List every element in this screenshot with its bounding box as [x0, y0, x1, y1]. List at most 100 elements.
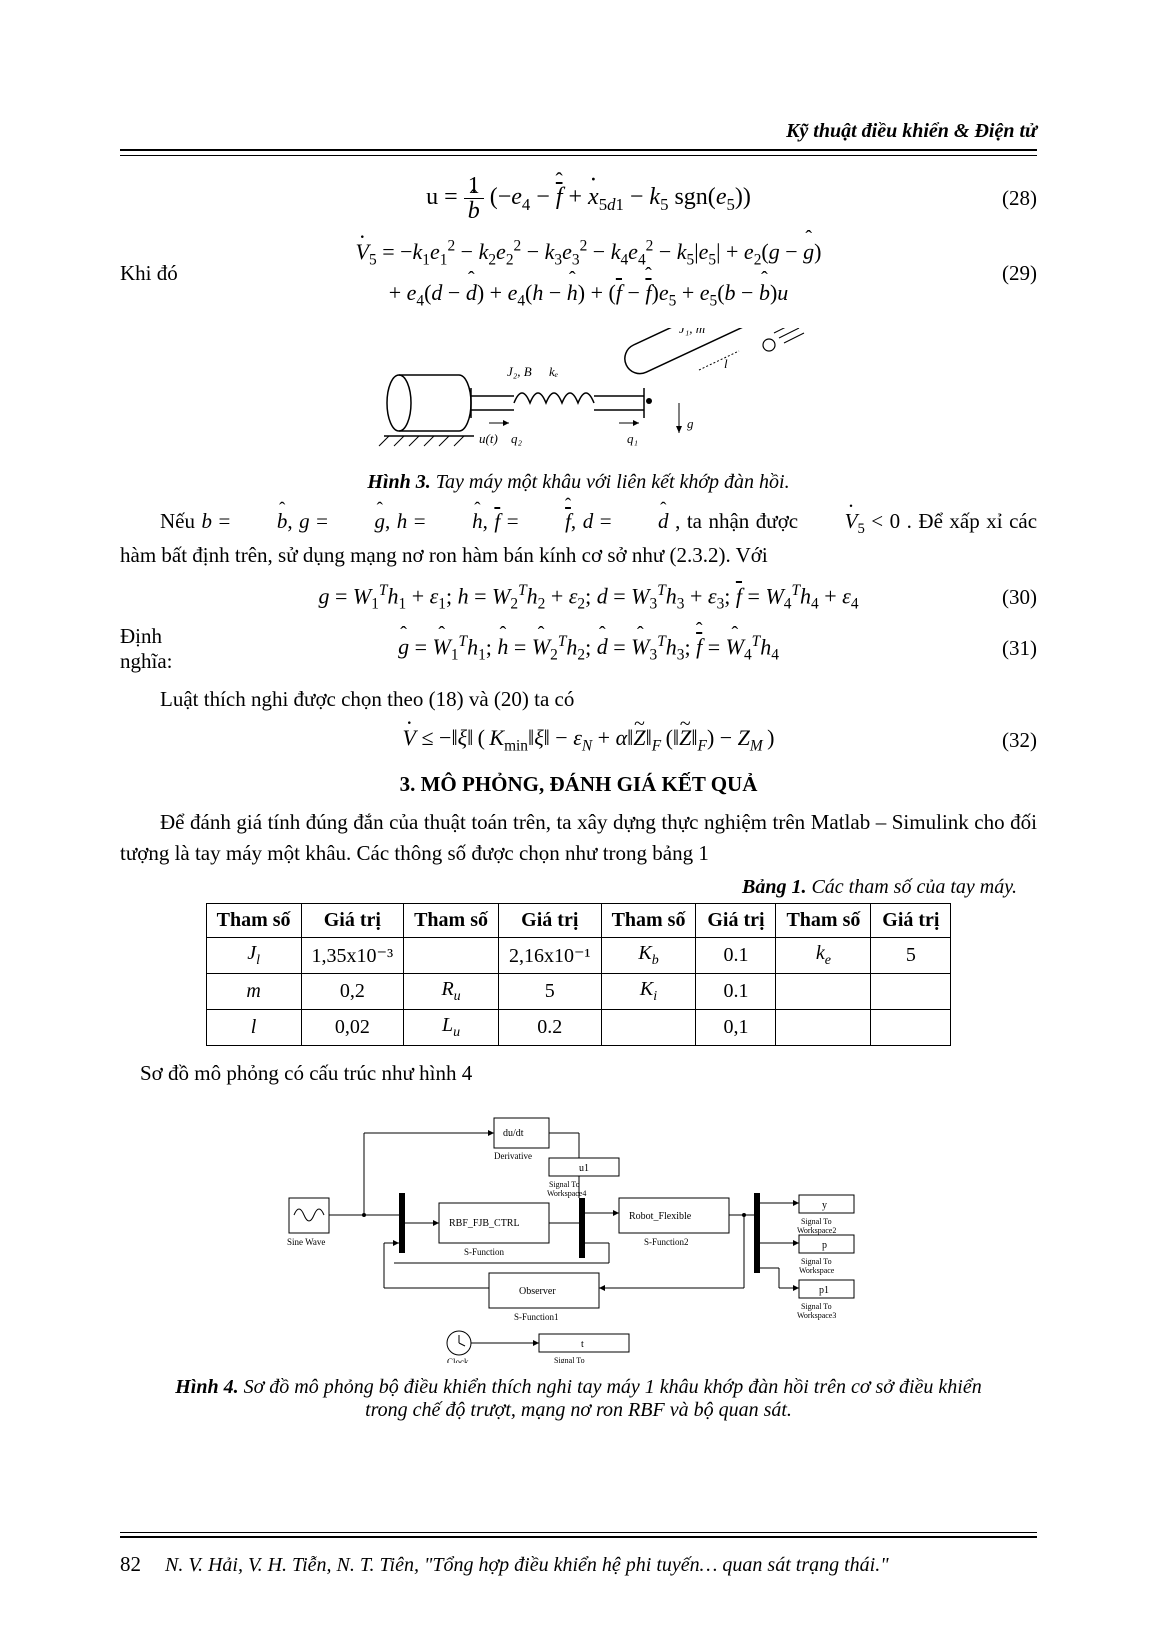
fig3-label-ke: kₑ: [549, 364, 558, 379]
cell: 0.1: [696, 937, 776, 973]
para-neu: Nếu b = b, g = g, h = h, f = f, d = d , …: [120, 506, 1037, 572]
eq31-number: (31): [967, 636, 1037, 661]
fig4-obs-label: S-Function1: [514, 1312, 559, 1322]
eq28-rest: (−e4 − f + x5d1 − k5 sgn(e5)): [490, 184, 751, 210]
eq28-fraction: 1 b: [464, 174, 484, 223]
svg-text:Workspace3: Workspace3: [797, 1311, 836, 1320]
equation-28: u = 1 b (−e4 − f + x5d1 − k5 sgn(e5)) (2…: [120, 174, 1037, 223]
header-rule-thick: [120, 149, 1037, 151]
eq28-frac-den: b: [464, 199, 484, 223]
fig3-label-jb: J₂, B: [507, 364, 532, 379]
eq32-number: (32): [967, 728, 1037, 753]
footer-authors: N. V. Hải, V. H. Tiễn, N. T. Tiên,: [165, 1554, 424, 1576]
table-row: l 0,02 Lu 0.2 0,1: [206, 1009, 951, 1045]
table1-caption: Bảng 1. Các tham số của tay máy.: [120, 876, 1017, 899]
fig3-caption-text: Tay máy một khâu với liên kết khớp đàn h…: [431, 471, 790, 493]
parameters-table: Tham số Giá trị Tham số Giá trị Tham số …: [206, 903, 952, 1046]
fig4-caption-text: Sơ đồ mô phỏng bộ điều khiển thích nghi …: [239, 1376, 982, 1421]
footer-rule-thick: [120, 1536, 1037, 1538]
fig3-label-g: g: [687, 416, 694, 431]
para-mophong: Để đánh giá tính đúng đắn của thuật toán…: [120, 807, 1037, 870]
svg-text:Workspace2: Workspace2: [797, 1226, 836, 1235]
cell: Lu: [404, 1009, 499, 1045]
cell: m: [206, 973, 301, 1009]
cell: [871, 973, 951, 1009]
col-header: Tham số: [776, 903, 871, 937]
table1-caption-text: Các tham số của tay máy.: [806, 876, 1017, 898]
eq29-body: V5 = −k1e12 − k2e22 − k3e32 − k4e42 − k5…: [210, 233, 967, 314]
eq30-body: g = W1Th1 + ε1; h = W2Th2 + ε2; d = W3Th…: [210, 582, 967, 614]
dinhnghia-label: Định nghĩa:: [120, 624, 210, 674]
fig3-caption-label: Hình 3.: [367, 471, 430, 493]
cell: 5: [499, 973, 602, 1009]
cell: 1,35x10⁻³: [301, 937, 404, 973]
col-header: Giá trị: [696, 903, 776, 937]
fig3-label-q2: q₂: [511, 431, 523, 446]
cell: l: [206, 1009, 301, 1045]
cell: [601, 1009, 696, 1045]
para-luat: Luật thích nghi được chọn theo (18) và (…: [120, 684, 1037, 716]
cell: 0,02: [301, 1009, 404, 1045]
table-body: Jl 1,35x10⁻³ 2,16x10⁻¹ Kb 0.1 ke 5 m 0,2…: [206, 937, 951, 1045]
cell: [776, 1009, 871, 1045]
eq30-number: (30): [967, 585, 1037, 610]
figure-3: J₂, B kₑ J₁, m l g u(t) q₂ q₁: [120, 328, 1037, 463]
cell: Ki: [601, 973, 696, 1009]
para1-mid: , ta nhận được: [675, 509, 805, 533]
fig4-caption: Hình 4. Sơ đồ mô phỏng bộ điều khiển thí…: [120, 1376, 1037, 1422]
col-header: Tham số: [404, 903, 499, 937]
cell: Kb: [601, 937, 696, 973]
svg-text:Workspace: Workspace: [799, 1266, 835, 1275]
fig4-y-text: y: [822, 1200, 827, 1211]
fig4-rbf-text: RBF_FJB_CTRL: [449, 1218, 520, 1229]
fig4-deriv-label: Derivative: [494, 1151, 532, 1161]
para-sodo: Sơ đồ mô phỏng có cấu trúc như hình 4: [140, 1058, 1037, 1090]
page-footer: 82 N. V. Hải, V. H. Tiễn, N. T. Tiên, "T…: [120, 1532, 1037, 1577]
page-number: 82: [120, 1552, 160, 1577]
fig4-rbf-label: S-Function: [464, 1247, 505, 1257]
fig4-svg: Sine Wave du/dt Derivative u1 Signal To …: [269, 1103, 889, 1363]
cell: Ru: [404, 973, 499, 1009]
eq28-body: u = 1 b (−e4 − f + x5d1 − k5 sgn(e5)): [210, 174, 967, 223]
table-row: m 0,2 Ru 5 Ki 0.1: [206, 973, 951, 1009]
fig3-label-q1: q₁: [627, 431, 638, 446]
cell: ke: [776, 937, 871, 973]
table-header-row: Tham số Giá trị Tham số Giá trị Tham số …: [206, 903, 951, 937]
eq31-body: g = W1Th1; h = W2Th2; d = W3Th3; f = W4T…: [210, 633, 967, 665]
fig3-caption: Hình 3. Tay máy một khâu với liên kết kh…: [120, 471, 1037, 494]
fig4-clock-label: Clock: [447, 1357, 469, 1363]
fig4-deriv-text: du/dt: [503, 1128, 524, 1139]
cell: 0.2: [499, 1009, 602, 1045]
col-header: Tham số: [206, 903, 301, 937]
col-header: Giá trị: [871, 903, 951, 937]
cell: Jl: [206, 937, 301, 973]
svg-text:Signal To: Signal To: [801, 1217, 832, 1226]
fig4-robot-text: Robot_Flexible: [629, 1211, 692, 1222]
fig4-robot-label: S-Function2: [644, 1237, 689, 1247]
header-rule-thin: [120, 155, 1037, 156]
fig3-label-ut: u(t): [479, 431, 498, 446]
cell: 0,1: [696, 1009, 776, 1045]
cell: [404, 937, 499, 973]
fig3-svg: J₂, B kₑ J₁, m l g u(t) q₂ q₁: [329, 328, 829, 458]
svg-text:Signal To: Signal To: [554, 1356, 585, 1363]
fig4-t-text: t: [581, 1339, 584, 1350]
running-header: Kỹ thuật điều khiển & Điện tử: [120, 120, 1037, 149]
svg-text:Signal To: Signal To: [801, 1302, 832, 1311]
fig3-label-l: l: [724, 356, 728, 371]
col-header: Giá trị: [301, 903, 404, 937]
figure-4: Sine Wave du/dt Derivative u1 Signal To …: [120, 1103, 1037, 1368]
fig4-p-text: p: [822, 1240, 827, 1251]
para1-pre: Nếu: [160, 509, 202, 533]
fig4-caption-label: Hình 4.: [175, 1376, 238, 1398]
svg-text:Signal To: Signal To: [801, 1257, 832, 1266]
section-3-heading: 3. MÔ PHỎNG, ĐÁNH GIÁ KẾT QUẢ: [120, 772, 1037, 797]
svg-text:Workspace4: Workspace4: [547, 1189, 586, 1198]
eq28-lhs: u =: [426, 184, 464, 210]
fig4-obs-text: Observer: [519, 1286, 556, 1297]
cell: 0,2: [301, 973, 404, 1009]
equation-29: Khi đó V5 = −k1e12 − k2e22 − k3e32 − k4e…: [120, 233, 1037, 314]
cell: 5: [871, 937, 951, 973]
fig4-u1-text: u1: [579, 1163, 589, 1174]
col-header: Tham số: [601, 903, 696, 937]
